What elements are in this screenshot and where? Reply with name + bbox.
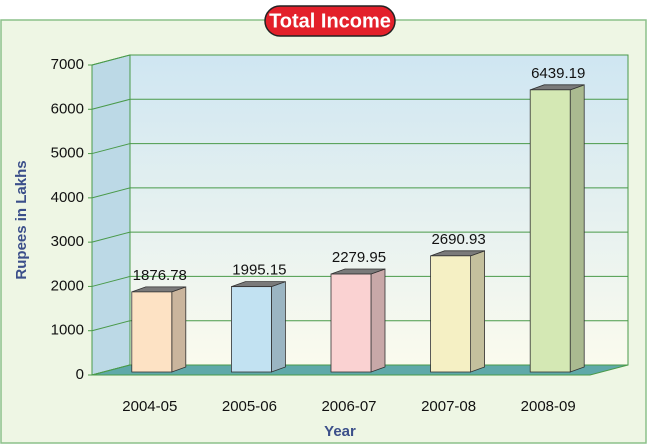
y-tick-label: 1000 <box>51 322 84 339</box>
bar-side <box>270 281 286 373</box>
bar-side <box>171 286 187 373</box>
bar <box>330 273 372 373</box>
x-tick-label: 2007-08 <box>421 398 476 415</box>
bar-side <box>569 84 585 373</box>
value-label: 2690.93 <box>431 231 485 248</box>
value-label: 2279.95 <box>332 249 386 266</box>
x-tick-label: 2008-09 <box>521 398 576 415</box>
y-axis-label: Rupees in Lakhs <box>13 160 30 279</box>
grid-line <box>91 143 628 155</box>
y-tick-label: 0 <box>76 366 84 383</box>
y-tick-label: 2000 <box>51 277 84 294</box>
bar <box>230 286 272 373</box>
chart-title: Total Income <box>269 10 391 32</box>
x-axis-label: Year <box>324 423 356 440</box>
bar-side <box>370 268 386 373</box>
side-wall <box>91 54 131 376</box>
value-label: 1995.15 <box>232 262 286 279</box>
value-label: 6439.19 <box>531 65 585 82</box>
grid-line <box>91 98 628 110</box>
bar <box>529 89 571 373</box>
bar <box>430 255 472 373</box>
title-pill <box>264 5 396 37</box>
grid-line <box>91 187 628 199</box>
value-label: 1876.78 <box>133 267 187 284</box>
x-tick-label: 2006-07 <box>321 398 376 415</box>
grid-line <box>91 54 628 66</box>
y-tick-label: 4000 <box>51 189 84 206</box>
bar <box>131 291 173 373</box>
grid-line <box>91 231 628 243</box>
x-tick-label: 2005-06 <box>222 398 277 415</box>
y-tick-label: 7000 <box>51 56 84 73</box>
y-tick-label: 3000 <box>51 233 84 250</box>
y-tick-label: 6000 <box>51 100 84 117</box>
bar-side <box>470 250 486 373</box>
x-tick-label: 2004-05 <box>122 398 177 415</box>
y-tick-label: 5000 <box>51 145 84 162</box>
